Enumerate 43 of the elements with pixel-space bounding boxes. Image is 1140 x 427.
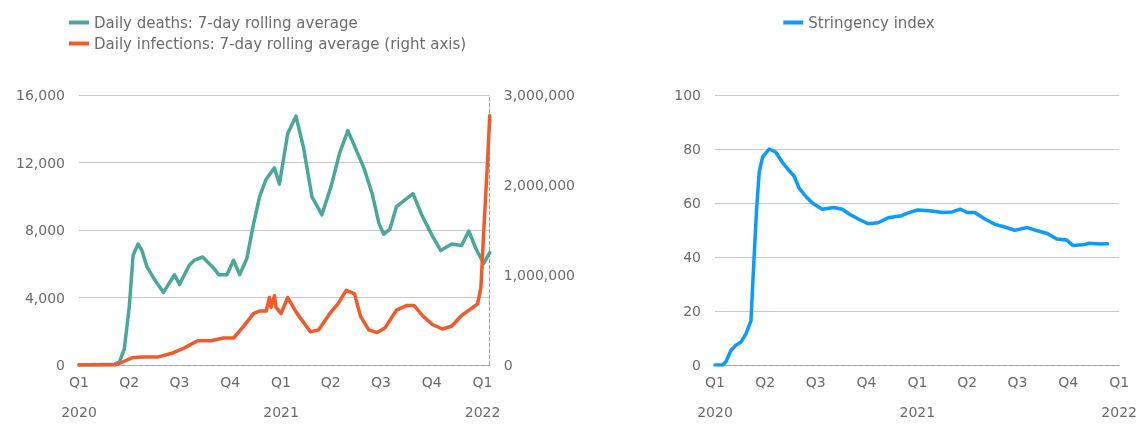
line-series	[713, 147, 1110, 367]
x-tick-label: Q4	[220, 374, 241, 390]
x2-tick-label: 2020	[61, 404, 97, 420]
y-tick-label: 20	[683, 303, 701, 319]
x-tick-label: Q3	[805, 374, 826, 390]
y-tick-label: 4,000	[24, 289, 65, 306]
y2-tick-label: 3,000,000	[503, 87, 576, 103]
x-tick-label: Q3	[371, 374, 391, 390]
x-tick-label: Q3	[1007, 374, 1028, 390]
y-tick-label: 100	[674, 87, 701, 103]
x-tick-label: Q1	[271, 374, 292, 390]
x2-tick-label: 2022	[1101, 404, 1138, 420]
x2-tick-label: 2021	[263, 404, 299, 420]
y-tick-label: 0	[692, 357, 701, 373]
y-tick-label: 12,000	[16, 154, 65, 171]
x-tick-label: Q2	[755, 374, 776, 390]
x2-tick-label: 2020	[697, 404, 733, 420]
x-tick-label: Q1	[1109, 374, 1130, 390]
y-tick-label: 8,000	[24, 222, 65, 238]
y-tick-label: 0	[56, 357, 65, 373]
x2-tick-label: 2022	[464, 404, 501, 420]
y-tick-label: 40	[683, 249, 701, 265]
y-tick-label: 80	[683, 141, 701, 157]
legend-label: Daily infections: 7-day rolling average (right axis)	[94, 34, 467, 53]
x-tick-label: Q1	[69, 374, 89, 390]
y2-tick-label: 2,000,000	[503, 177, 576, 193]
y-tick-label: 60	[683, 195, 701, 211]
y2-tick-label: 1,000,000	[503, 267, 576, 283]
x-tick-label: Q1	[705, 374, 725, 390]
legend-label: Daily deaths: 7-day rolling average	[94, 13, 358, 32]
x-tick-label: Q3	[169, 374, 190, 390]
x-tick-label: Q2	[320, 374, 341, 390]
x-tick-label: Q1	[472, 374, 493, 390]
y-tick-label: 16,000	[16, 87, 65, 103]
x-tick-label: Q4	[421, 374, 442, 390]
x-tick-label: Q2	[957, 374, 978, 390]
x-tick-label: Q1	[907, 374, 928, 390]
x-tick-label: Q2	[119, 374, 140, 390]
x-tick-label: Q4	[1058, 374, 1079, 390]
legend-label: Stringency index	[808, 13, 935, 32]
x-tick-label: Q4	[856, 374, 877, 390]
y2-tick-label: 0	[503, 357, 513, 373]
x2-tick-label: 2021	[899, 404, 936, 420]
